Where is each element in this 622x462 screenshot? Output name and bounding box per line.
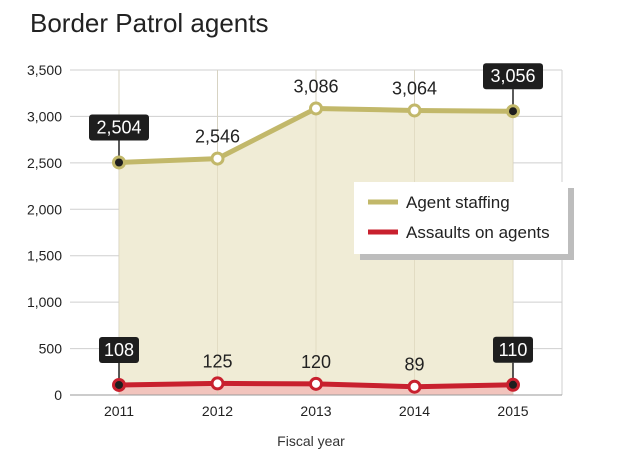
x-axis-label: Fiscal year xyxy=(277,433,345,449)
data-label: 108 xyxy=(104,340,134,360)
x-tick-label: 2014 xyxy=(399,403,430,419)
data-label: 2,504 xyxy=(96,117,141,137)
data-point xyxy=(210,151,225,166)
data-label: 110 xyxy=(499,340,528,360)
chart-title: Border Patrol agents xyxy=(30,8,269,38)
data-label: 3,086 xyxy=(293,76,338,96)
y-tick-label: 2,000 xyxy=(27,201,62,217)
y-tick-label: 0 xyxy=(54,387,62,403)
y-tick-label: 3,000 xyxy=(27,108,62,124)
data-label-box xyxy=(99,336,139,363)
x-tick-label: 2011 xyxy=(104,403,134,419)
data-point xyxy=(210,376,225,391)
y-tick-label: 3,500 xyxy=(27,62,62,78)
data-label: 2,546 xyxy=(195,127,240,147)
data-point xyxy=(112,377,126,392)
legend-label: Assaults on agents xyxy=(406,223,550,242)
x-tick-label: 2012 xyxy=(202,403,233,419)
data-point xyxy=(309,376,323,391)
data-label-box xyxy=(89,114,149,141)
data-point xyxy=(112,155,126,170)
data-label: 89 xyxy=(404,355,424,375)
data-label-box xyxy=(493,336,533,363)
y-tick-label: 500 xyxy=(39,341,63,357)
data-label-box xyxy=(483,63,543,90)
data-label: 120 xyxy=(301,352,331,372)
y-tick-label: 1,000 xyxy=(27,294,62,310)
data-label: 3,064 xyxy=(392,78,437,98)
data-point xyxy=(506,104,520,119)
data-point xyxy=(407,379,422,394)
x-tick-label: 2013 xyxy=(300,403,331,419)
data-point xyxy=(506,377,520,392)
data-label: 3,056 xyxy=(490,66,535,86)
data-label: 125 xyxy=(202,351,232,371)
y-tick-label: 2,500 xyxy=(27,155,62,171)
data-point xyxy=(309,101,323,116)
y-tick-label: 1,500 xyxy=(27,248,62,264)
data-point xyxy=(407,103,422,118)
legend-box xyxy=(354,182,568,254)
x-tick-label: 2015 xyxy=(497,403,528,419)
legend-label: Agent staffing xyxy=(406,193,510,212)
